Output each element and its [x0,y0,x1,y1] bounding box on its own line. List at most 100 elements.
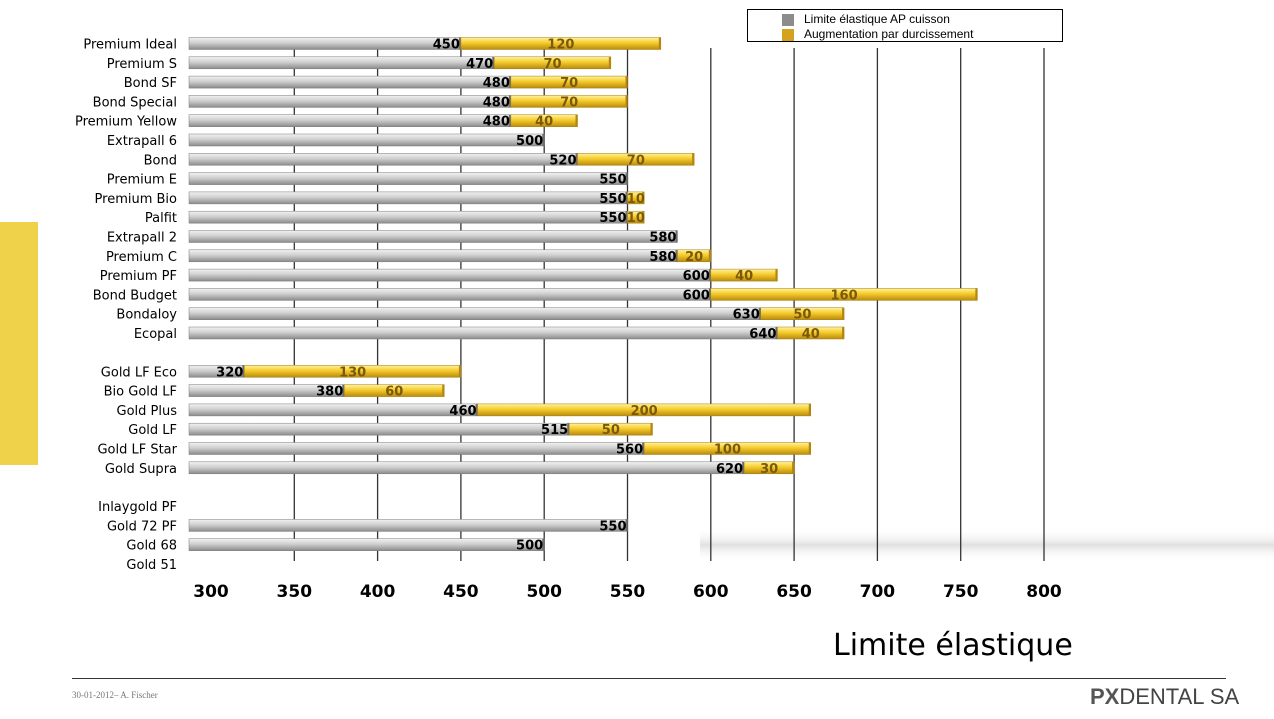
category-label: Bondaloy [116,308,177,323]
bar-base [188,133,545,147]
data-label-base: 550 [599,519,626,534]
bar-base [188,230,678,243]
footer-date: 30-01-2012– A. Fischer [72,690,158,700]
bar-increase-cap [625,76,628,89]
chart-area: Premium Ideal 450 120 Premium S 470 70 Bond SF… [75,37,1274,602]
bar-base [188,538,545,551]
data-label-increase: 160 [831,288,858,303]
bar-base [188,191,628,205]
bar-base-cap [575,153,578,166]
category-label: Extrapall 2 [107,231,177,246]
legend-label-increase: Augmentation par durcissement [804,27,974,41]
floor-shadow [700,528,1274,562]
bar-base-cap [675,249,678,262]
category-label: Premium S [107,57,177,72]
bar-increase-cap [692,153,695,166]
bar-base [188,442,645,455]
category-label: Gold 72 PF [107,519,177,534]
bar-increase-cap [442,384,445,397]
bar-increase-cap [842,307,845,320]
category-label: Premium Bio [95,192,178,207]
bar-base [188,172,628,185]
data-label-increase: 40 [535,115,553,130]
bar-base-cap [625,519,628,532]
legend-item-increase: Augmentation par durcissement [782,27,974,41]
bar-increase-cap [842,327,845,339]
category-label: Premium Ideal [83,38,177,53]
bar-increase-cap [808,442,811,455]
legend-swatch-gray [782,14,794,26]
x-tick-label: 550 [610,582,646,602]
data-label-base: 450 [433,38,460,53]
bar-increase-cap [658,37,661,50]
x-tick-label: 500 [526,582,562,602]
bar-base [188,268,712,282]
bar-increase-cap [808,403,811,416]
bar-increase-cap [642,211,645,224]
data-label-base: 550 [599,173,626,188]
category-label: Gold Plus [117,404,178,419]
bar-base [188,461,745,475]
bar-base [188,403,478,417]
data-label-base: 600 [683,288,710,303]
data-label-base: 500 [516,539,543,554]
category-label: Bond Special [93,95,177,110]
category-label: Gold Supra [105,462,177,477]
grid-lines [293,48,1045,561]
data-label-increase: 60 [385,385,403,400]
data-label-base: 460 [449,404,476,419]
bar-base-cap [675,230,678,243]
x-tick-label: 400 [360,582,396,602]
category-label: Bio Gold LF [104,385,177,400]
data-label-base: 470 [466,57,493,72]
bar-base [188,519,628,532]
bar-base-cap [242,365,245,378]
bar-base-cap [508,76,511,89]
bar-base-cap [492,56,495,69]
category-label: Gold 51 [126,558,177,573]
bar-base-cap [475,403,478,416]
category-label: Gold LF [128,423,177,438]
data-label-base: 580 [649,250,676,265]
data-label-base: 640 [749,327,776,342]
bar-increase [244,365,462,378]
data-label-increase: 40 [735,269,753,284]
bar-increase-cap [458,365,461,378]
bar-increase-cap [708,249,711,262]
data-label-base: 560 [616,443,643,458]
data-label-base: 480 [483,95,510,110]
bars: Premium Ideal 450 120 Premium S 470 70 Bond SF… [75,37,978,573]
bar-base-cap [642,442,645,455]
data-label-increase: 40 [802,327,820,342]
data-label-increase: 50 [793,308,811,323]
bar-increase-cap [975,288,978,301]
x-tick-label: 700 [860,582,896,602]
data-label-increase: 50 [602,423,620,438]
category-label: Bond SF [124,76,177,91]
x-tick-label: 650 [776,582,812,602]
data-label-base: 380 [316,385,343,400]
bar-base [188,114,512,127]
legend: Limite élastique AP cuisson Augmentation… [747,9,1063,42]
category-label: Gold LF Eco [101,365,177,380]
category-label: Palfit [145,211,177,226]
data-label-base: 580 [649,231,676,246]
side-accent-bar [0,222,38,465]
x-tick-label: 800 [1026,582,1062,602]
company-logo: PXDENTAL SA [1090,684,1239,710]
bar-base-cap [708,269,711,282]
bar-base-cap [742,461,745,474]
bar-increase-cap [642,191,645,204]
data-label-base: 600 [683,269,710,284]
data-label-increase: 100 [714,443,741,458]
legend-label-base: Limite élastique AP cuisson [804,12,950,26]
bar-base [188,95,512,108]
logo-px: PX [1090,684,1120,709]
bar-base [188,249,678,263]
bar-base [188,307,762,320]
category-label: Inlaygold PF [98,500,177,515]
legend-item-base: Limite élastique AP cuisson [782,12,950,26]
bar-base [188,210,628,224]
x-tick-label: 300 [193,582,229,602]
bar-base-cap [775,327,778,339]
